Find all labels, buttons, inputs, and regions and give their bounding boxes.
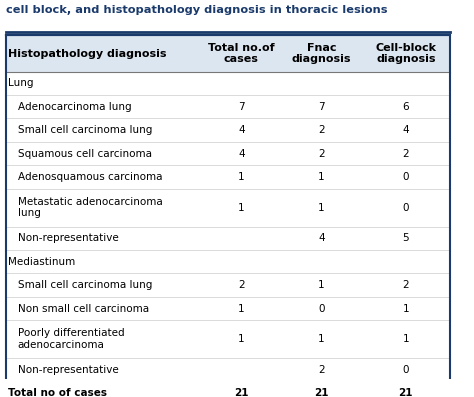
Text: 0: 0 [402, 172, 409, 182]
Text: Small cell carcinoma lung: Small cell carcinoma lung [18, 125, 152, 135]
Text: 7: 7 [238, 102, 245, 112]
Text: 2: 2 [402, 280, 409, 290]
Text: 0: 0 [402, 203, 409, 213]
Text: 2: 2 [318, 365, 325, 375]
Text: Adenocarcinoma lung: Adenocarcinoma lung [18, 102, 131, 112]
Text: 21: 21 [314, 388, 328, 397]
Text: 0: 0 [402, 365, 409, 375]
Text: 1: 1 [318, 172, 325, 182]
Text: 1: 1 [238, 203, 245, 213]
Text: Small cell carcinoma lung: Small cell carcinoma lung [18, 280, 152, 290]
Text: 5: 5 [402, 233, 409, 243]
Text: 1: 1 [238, 304, 245, 314]
Text: Non-representative: Non-representative [18, 233, 118, 243]
Text: 1: 1 [402, 304, 409, 314]
Text: cell block, and histopathology diagnosis in thoracic lesions: cell block, and histopathology diagnosis… [6, 5, 387, 15]
Text: 4: 4 [238, 125, 245, 135]
FancyBboxPatch shape [6, 35, 450, 72]
Text: 2: 2 [318, 125, 325, 135]
Text: 21: 21 [234, 388, 249, 397]
Text: 1: 1 [318, 203, 325, 213]
Text: Cell-block
diagnosis: Cell-block diagnosis [375, 43, 437, 64]
Text: 1: 1 [318, 334, 325, 344]
Text: Lung: Lung [8, 78, 33, 89]
Text: 0: 0 [318, 304, 325, 314]
Text: 4: 4 [238, 148, 245, 159]
Text: 2: 2 [238, 280, 245, 290]
Text: Adenosquamous carcinoma: Adenosquamous carcinoma [18, 172, 162, 182]
Text: Non-representative: Non-representative [18, 365, 118, 375]
Text: 6: 6 [402, 102, 409, 112]
Text: 4: 4 [318, 233, 325, 243]
Text: 7: 7 [318, 102, 325, 112]
Text: Metastatic adenocarcinoma
lung: Metastatic adenocarcinoma lung [18, 197, 163, 218]
Text: 2: 2 [402, 148, 409, 159]
Text: 4: 4 [402, 125, 409, 135]
Text: 2: 2 [318, 148, 325, 159]
Text: Poorly differentiated
adenocarcinoma: Poorly differentiated adenocarcinoma [18, 328, 124, 350]
Text: Mediastinum: Mediastinum [8, 257, 75, 267]
Text: Total no of cases: Total no of cases [8, 388, 107, 397]
Text: 1: 1 [402, 334, 409, 344]
Text: Non small cell carcinoma: Non small cell carcinoma [18, 304, 149, 314]
Text: 21: 21 [399, 388, 413, 397]
Text: 1: 1 [238, 334, 245, 344]
Text: Fnac
diagnosis: Fnac diagnosis [292, 43, 351, 64]
Text: Total no.of
cases: Total no.of cases [208, 43, 275, 64]
Text: 1: 1 [318, 280, 325, 290]
Text: 1: 1 [238, 172, 245, 182]
Text: Squamous cell carcinoma: Squamous cell carcinoma [18, 148, 152, 159]
Text: Histopathology diagnosis: Histopathology diagnosis [8, 48, 167, 58]
FancyBboxPatch shape [6, 382, 450, 397]
